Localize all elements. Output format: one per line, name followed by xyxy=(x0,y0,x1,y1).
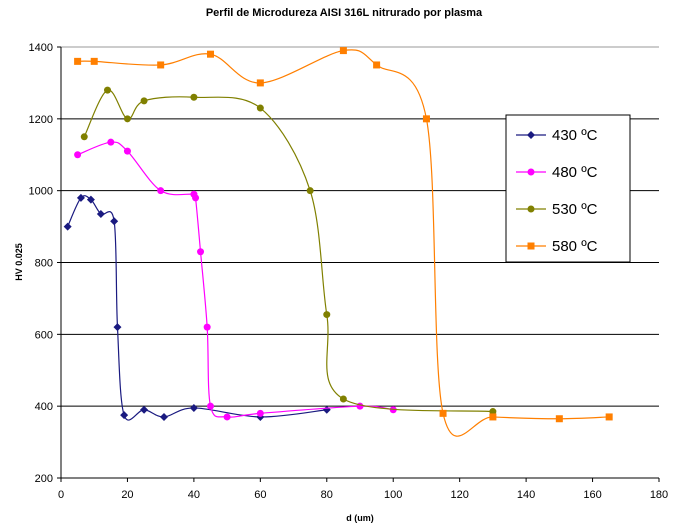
data-point xyxy=(605,413,613,421)
x-tick-label: 40 xyxy=(188,489,200,501)
data-point xyxy=(339,47,347,55)
data-point xyxy=(90,57,98,65)
series-line xyxy=(77,141,394,418)
data-point xyxy=(207,402,214,410)
data-point xyxy=(96,210,105,219)
series-1 xyxy=(74,138,397,421)
data-point xyxy=(256,79,264,87)
data-point xyxy=(104,86,112,94)
data-point xyxy=(74,151,82,159)
data-point xyxy=(140,97,148,105)
x-tick-label: 80 xyxy=(321,489,333,501)
data-point xyxy=(80,133,88,141)
series-line xyxy=(83,89,493,413)
legend-label: 480 ºC xyxy=(552,164,598,181)
x-tick-label: 160 xyxy=(583,489,601,501)
x-tick-label: 60 xyxy=(254,489,266,501)
legend-marker xyxy=(527,131,535,139)
series-0 xyxy=(63,193,331,421)
legend-label: 580 ºC xyxy=(552,238,598,255)
data-point xyxy=(157,187,165,195)
data-point xyxy=(339,395,347,403)
x-tick-label: 0 xyxy=(58,489,64,501)
y-tick-label: 400 xyxy=(35,401,53,413)
legend-label: 530 ºC xyxy=(552,201,598,218)
data-point xyxy=(190,93,198,101)
legend: 430 ºC 480 ºC 530 ºC 580 ºC xyxy=(505,114,631,263)
series-2 xyxy=(80,86,497,416)
data-point xyxy=(203,323,211,331)
y-tick-label: 600 xyxy=(35,329,53,341)
y-tick-label: 1200 xyxy=(29,114,53,126)
data-point xyxy=(140,405,149,414)
y-tick-label: 200 xyxy=(35,473,53,485)
x-axis-ticks: 0 20 40 60 80 100 120 140 160 180 xyxy=(58,478,668,501)
y-tick-label: 1000 xyxy=(29,186,53,198)
data-point xyxy=(113,323,122,332)
data-point xyxy=(86,195,95,204)
y-axis-ticks: 200 400 600 800 1000 1200 1400 xyxy=(29,42,61,485)
x-tick-label: 140 xyxy=(517,489,535,501)
legend-marker xyxy=(527,242,535,250)
x-tick-label: 120 xyxy=(450,489,468,501)
data-point xyxy=(306,187,314,195)
data-point xyxy=(189,403,198,412)
legend-marker xyxy=(527,168,535,176)
legend-box xyxy=(505,114,631,263)
data-point xyxy=(76,193,85,202)
data-point xyxy=(439,409,447,417)
legend-marker xyxy=(527,205,535,213)
legend-label: 430 ºC xyxy=(552,127,598,144)
data-point xyxy=(63,222,72,231)
data-point xyxy=(110,217,119,226)
data-point xyxy=(256,104,264,112)
x-tick-label: 20 xyxy=(121,489,133,501)
data-point xyxy=(322,405,331,414)
data-point xyxy=(120,411,129,420)
x-tick-label: 100 xyxy=(384,489,402,501)
data-point xyxy=(159,412,168,421)
y-axis-label: HV 0.025 xyxy=(14,243,24,281)
data-point xyxy=(192,194,200,202)
data-point xyxy=(489,408,497,416)
data-point xyxy=(555,415,563,423)
data-point xyxy=(107,138,115,146)
series-layer xyxy=(63,47,613,437)
data-point xyxy=(197,248,205,256)
data-point xyxy=(422,115,430,123)
series-3 xyxy=(74,47,613,437)
series-line xyxy=(67,195,327,421)
data-point xyxy=(223,413,231,421)
data-point xyxy=(489,413,497,421)
y-tick-label: 800 xyxy=(35,258,53,270)
data-point xyxy=(323,311,331,319)
y-tick-label: 1400 xyxy=(29,42,53,54)
data-point xyxy=(207,50,214,58)
data-point xyxy=(123,147,131,155)
x-axis-label: d (um) xyxy=(346,513,374,523)
data-point xyxy=(157,61,165,69)
data-point xyxy=(123,115,131,123)
data-point xyxy=(373,61,381,69)
chart-title: Perfil de Microdureza AISI 316L nitrurad… xyxy=(206,7,483,19)
data-point xyxy=(256,409,264,417)
data-point xyxy=(74,57,82,65)
x-tick-label: 180 xyxy=(650,489,668,501)
